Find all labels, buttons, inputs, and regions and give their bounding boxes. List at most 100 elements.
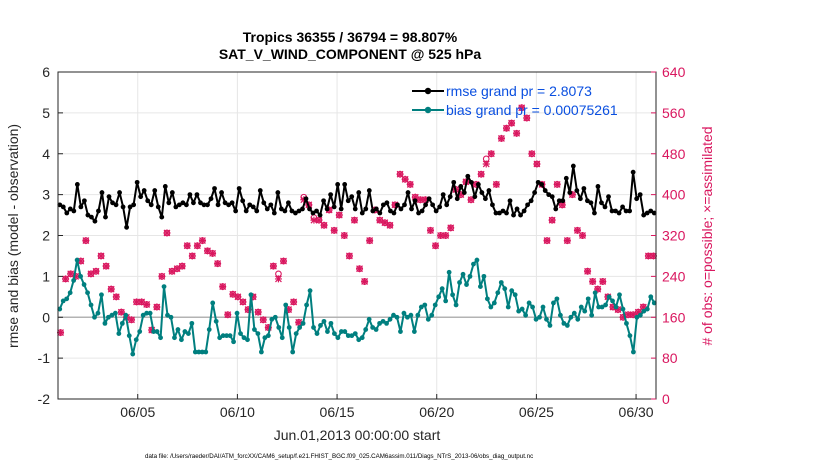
bias-point: [189, 320, 195, 326]
bias-point: [457, 280, 462, 285]
rmse-point: [335, 182, 341, 187]
bias-point: [71, 278, 77, 283]
rmse-point: [567, 190, 573, 195]
bias-point: [613, 304, 619, 310]
bias-point: [557, 312, 563, 318]
legend-rmse-label: rmse grand pr = 2.8073: [446, 83, 592, 99]
rmse-point: [592, 210, 597, 216]
rmse-point: [493, 210, 499, 216]
bias-point: [366, 316, 372, 322]
rmse-point: [131, 202, 137, 208]
rmse-point: [162, 184, 168, 189]
bias-point: [384, 320, 389, 326]
rmse-point: [89, 214, 94, 220]
rmse-point: [514, 206, 520, 212]
bias-point: [213, 318, 219, 324]
rmse-point: [81, 198, 87, 204]
bias-point: [599, 304, 605, 310]
obs-assimilated-point: [62, 275, 70, 283]
y-tick-label-left: 2: [42, 228, 50, 244]
bias-point: [192, 349, 198, 355]
bias-point: [540, 304, 546, 310]
obs-assimilated-point: [386, 221, 394, 229]
bias-point: [231, 339, 236, 345]
bias-point: [300, 320, 306, 326]
rmse-point: [286, 200, 291, 206]
bias-point: [408, 312, 414, 318]
rmse-point: [324, 206, 330, 212]
obs-assimilated-point: [482, 160, 490, 168]
obs-assimilated-point: [381, 219, 389, 227]
rmse-point: [110, 200, 115, 206]
bias-point: [516, 308, 522, 314]
obs-assimilated-point: [361, 277, 369, 285]
rmse-point: [293, 210, 298, 216]
bias-point: [272, 314, 278, 320]
rmse-point: [395, 202, 400, 208]
y-tick-label-left: 3: [42, 187, 50, 203]
rmse-point: [563, 175, 569, 181]
obs-assimilated-point: [214, 260, 222, 268]
bias-point: [102, 320, 108, 326]
obs-assimilated-point: [254, 308, 262, 316]
bias-point: [342, 329, 348, 334]
bias-point: [547, 323, 553, 328]
bias-point: [210, 300, 216, 306]
bias-point: [321, 318, 327, 324]
bias-point: [262, 335, 268, 341]
rmse-point: [96, 208, 101, 214]
obs-assimilated-point: [188, 252, 196, 260]
obs-assimilated-point: [366, 237, 374, 245]
rmse-point: [465, 173, 471, 179]
rmse-point: [198, 200, 203, 206]
obs-assimilated-point: [579, 232, 587, 239]
obs-assimilated-point: [97, 252, 105, 260]
bias-point: [530, 304, 535, 310]
obs-assimilated-point: [553, 180, 561, 188]
obs-assimilated-point: [376, 216, 384, 224]
bias-point: [85, 290, 90, 296]
obs-layer: [57, 104, 657, 337]
rmse-point: [124, 224, 129, 230]
rmse-point: [461, 190, 467, 195]
rmse-point: [430, 202, 436, 208]
bias-point: [634, 314, 640, 320]
rmse-point: [627, 208, 633, 214]
bias-point: [133, 337, 139, 343]
x-tick-label: 06/25: [519, 404, 554, 420]
bias-point: [224, 333, 230, 339]
rmse-point: [233, 208, 239, 214]
y-tick-label-right: 400: [662, 187, 686, 203]
rmse-point: [275, 190, 281, 195]
bias-point: [154, 329, 160, 334]
rmse-point: [187, 192, 193, 198]
rmse-point: [328, 192, 334, 198]
rmse-point: [349, 194, 355, 200]
obs-assimilated-point: [234, 293, 242, 301]
bias-point: [637, 312, 643, 318]
rmse-point: [507, 198, 513, 204]
rmse-point: [289, 208, 295, 214]
bias-point: [126, 333, 132, 339]
rmse-point: [402, 202, 407, 208]
obs-assimilated-point: [249, 293, 257, 301]
y-tick-label-left: -2: [38, 391, 51, 407]
rmse-point: [85, 212, 91, 218]
y-tick-label-right: 160: [662, 309, 686, 325]
bias-point: [568, 314, 574, 320]
bias-point: [325, 329, 330, 334]
rmse-point: [490, 202, 495, 208]
obs-assimilated-point: [573, 226, 581, 234]
rmse-point: [261, 200, 267, 206]
obs-assimilated-point: [57, 329, 65, 337]
x-tick-label: 06/15: [320, 404, 355, 420]
obs-assimilated-point: [457, 191, 465, 199]
bias-point: [60, 298, 66, 304]
bias-point: [380, 318, 386, 324]
bias-point: [464, 282, 469, 287]
bias-point: [446, 269, 452, 275]
rmse-point: [236, 186, 242, 191]
obs-assimilated-point: [244, 306, 252, 314]
bias-point: [474, 257, 480, 263]
bias-point: [377, 320, 382, 326]
